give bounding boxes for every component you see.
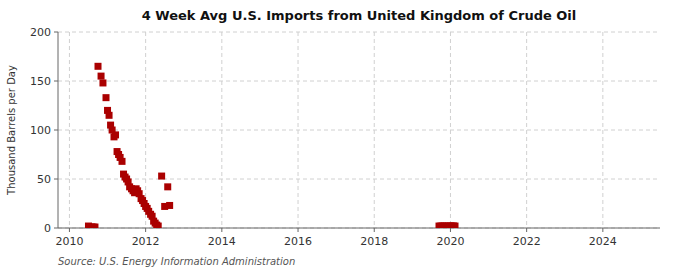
- y-grid-line: [58, 228, 660, 229]
- x-tick: [69, 228, 70, 232]
- y-grid-line: [58, 32, 660, 33]
- y-axis-label: Thousand Barrels per Day: [6, 65, 17, 196]
- x-grid-line: [221, 32, 222, 228]
- x-tick: [450, 228, 451, 232]
- point: [112, 131, 119, 138]
- y-grid-line: [58, 81, 660, 82]
- source-note: Source: U.S. Energy Information Administ…: [58, 256, 295, 267]
- x-tick-label: 2012: [132, 235, 160, 248]
- point: [155, 223, 162, 228]
- x-tick: [602, 228, 603, 232]
- x-grid-line: [450, 32, 451, 228]
- x-axis-line: [58, 228, 660, 229]
- y-tick: [54, 81, 58, 82]
- x-tick: [526, 228, 527, 232]
- x-tick-label: 2024: [589, 235, 617, 248]
- y-tick: [54, 179, 58, 180]
- point: [95, 63, 102, 70]
- y-tick-label: 50: [37, 173, 51, 186]
- x-grid-line: [526, 32, 527, 228]
- x-grid-line: [298, 32, 299, 228]
- grid: [58, 32, 660, 228]
- y-tick-label: 100: [30, 124, 51, 137]
- y-grid-line: [58, 179, 660, 180]
- x-tick: [298, 228, 299, 232]
- y-tick-label: 0: [44, 222, 51, 235]
- x-tick-label: 2020: [436, 235, 464, 248]
- x-tick-label: 2018: [360, 235, 388, 248]
- x-grid-line: [602, 32, 603, 228]
- x-tick: [374, 228, 375, 232]
- point: [166, 202, 173, 209]
- y-tick: [54, 32, 58, 33]
- y-grid-line: [58, 130, 660, 131]
- x-grid-line: [69, 32, 70, 228]
- point: [106, 112, 113, 119]
- x-grid-line: [374, 32, 375, 228]
- y-tick-label: 200: [30, 26, 51, 39]
- x-tick-label: 2022: [513, 235, 541, 248]
- y-tick: [54, 228, 58, 229]
- point: [452, 223, 459, 228]
- point: [119, 158, 126, 165]
- point: [103, 94, 110, 101]
- points: [85, 63, 459, 228]
- point: [164, 183, 171, 190]
- point: [98, 73, 105, 80]
- point: [158, 173, 165, 180]
- point: [99, 79, 106, 86]
- y-tick-label: 150: [30, 75, 51, 88]
- x-tick: [221, 228, 222, 232]
- y-tick: [54, 130, 58, 131]
- x-tick-label: 2016: [284, 235, 312, 248]
- point: [91, 224, 98, 228]
- title: 4 Week Avg U.S. Imports from United King…: [142, 8, 577, 23]
- x-tick-label: 2010: [55, 235, 83, 248]
- x-tick: [145, 228, 146, 232]
- x-tick-label: 2014: [208, 235, 236, 248]
- chart: 0 50 100 150 200 2010 2012 2014 2016 2018 2020 2022…: [0, 0, 675, 275]
